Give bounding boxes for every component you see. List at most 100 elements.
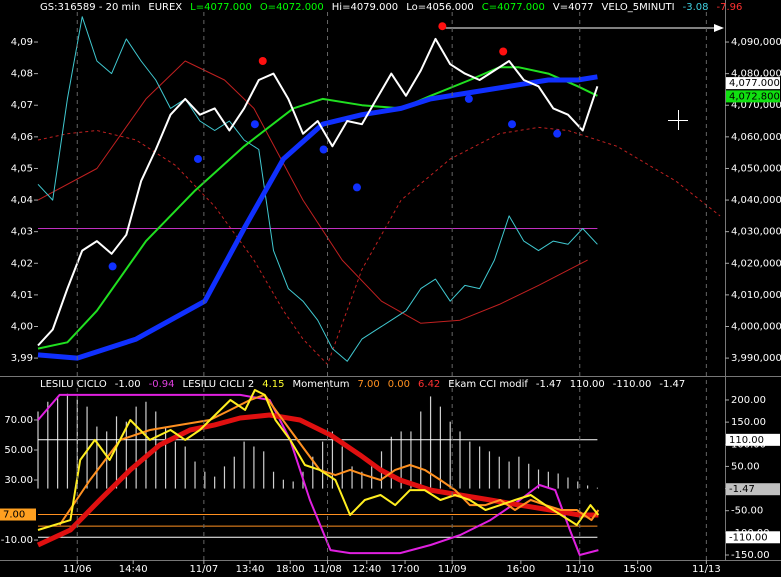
signal-dot: [464, 94, 473, 103]
y-tick-label: 4,01: [11, 290, 33, 301]
plot-area: [36, 389, 600, 556]
y-tick-label: 70.00: [4, 415, 33, 426]
series-line: [37, 16, 598, 362]
legend-item: -1.00: [115, 379, 141, 390]
legend-item: 6.42: [418, 379, 440, 390]
x-tick-label: 17:00: [391, 564, 420, 575]
series-line: [36, 412, 599, 548]
signal-dot: [438, 22, 447, 31]
legend-item: LESILU CICLI 2: [183, 379, 255, 390]
price-tag-label: 110.00: [729, 435, 764, 446]
x-tick-label: 14:40: [119, 564, 148, 575]
y-tick-label: 4,07: [11, 100, 33, 111]
legend-item: 7.00: [358, 379, 380, 390]
legend-item: -0.94: [149, 379, 175, 390]
series-line: [37, 74, 598, 361]
y2-tick-label: -50.00: [731, 506, 763, 517]
signal-dot: [193, 154, 202, 163]
legend-item: V=4077: [553, 2, 594, 13]
legend-item: C=4077.000: [482, 2, 545, 13]
x-tick-label: 11/07: [189, 564, 218, 575]
legend-item: Momentum: [293, 379, 350, 390]
y2-tick-label: 4,080,000: [731, 69, 781, 80]
signal-dot: [108, 262, 117, 271]
price-tag-label: 4,077.000: [729, 78, 780, 89]
signal-dot: [258, 56, 267, 65]
series-line: [37, 389, 600, 531]
y-tick-label: 4,03: [11, 227, 33, 238]
x-tick-label: 11/13: [692, 564, 721, 575]
price-tag-label: 4,072.800: [729, 91, 780, 102]
legend-item: 0.00: [388, 379, 410, 390]
price-tag-label: -1.47: [729, 484, 755, 495]
y2-tick-label: 150.00: [731, 417, 766, 428]
legend-item: Ekam CCI modif: [448, 379, 528, 390]
y2-tick-label: 50.00: [731, 461, 760, 472]
legend-item: -1.47: [659, 379, 685, 390]
y2-tick-label: 4,020,000: [731, 258, 781, 269]
legend-item: LESILU CICLO: [40, 379, 107, 390]
y-tick-label: 3,99: [11, 353, 33, 364]
price-tag: [726, 433, 780, 446]
legend-item: 4.15: [262, 379, 284, 390]
series-line: [58, 393, 600, 526]
legend-item: -7.96: [716, 2, 742, 13]
y-tick-label: 4,00: [11, 321, 33, 332]
signal-dot: [499, 47, 508, 56]
legend-item: EUREX: [148, 2, 182, 13]
y-tick-label: 4,02: [11, 258, 33, 269]
price-tag: [726, 90, 780, 103]
x-tick-label: 11/09: [438, 564, 467, 575]
signal-dot: [508, 120, 517, 129]
x-tick-label: 11/06: [63, 564, 92, 575]
y2-tick-label: 4,060,000: [731, 132, 781, 143]
y-tick-label: 50.00: [4, 445, 33, 456]
y2-tick-label: 4,010,000: [731, 290, 781, 301]
y-tick-label: 4,09: [11, 37, 33, 48]
y2-tick-label: 3,990,000: [731, 353, 781, 364]
series-line: [37, 37, 599, 347]
series-line: [37, 66, 598, 350]
y-tick-label: 4,05: [11, 163, 33, 174]
series-line: [37, 60, 588, 324]
y2-tick-label: 4,040,000: [731, 195, 781, 206]
signal-dot: [319, 145, 328, 154]
y-tick-label: 30.00: [4, 475, 33, 486]
price-tag: [726, 531, 780, 544]
y-tick-label: 4,08: [11, 69, 33, 80]
x-tick-label: 11/08: [313, 564, 342, 575]
legend-item: 110.00: [570, 379, 605, 390]
legend-item: O=4072.000: [260, 2, 324, 13]
y2-tick-label: 4,070,000: [731, 100, 781, 111]
x-tick-label: 16:00: [506, 564, 535, 575]
x-tick-label: 11/10: [565, 564, 594, 575]
legend-item: L=4077.000: [190, 2, 252, 13]
price-tag: [726, 77, 780, 90]
signal-dot: [250, 120, 259, 129]
signal-dot: [352, 183, 361, 192]
arrow-head: [714, 24, 724, 32]
y-tick-label: 4,06: [11, 132, 33, 143]
y2-tick-label: 4,000,000: [731, 321, 781, 332]
y2-tick-label: 4,050,000: [731, 163, 781, 174]
legend-item: Hi=4079.000: [332, 2, 398, 13]
series-line: [37, 393, 599, 556]
legend-item: GS:316589 - 20 min: [40, 2, 140, 13]
y2-tick-label: 4,090,000: [731, 37, 781, 48]
y2-tick-label: 4,030,000: [731, 227, 781, 238]
legend-item: VELO_5MINUTI: [602, 2, 675, 13]
legend-item: -1.47: [536, 379, 562, 390]
y2-tick-label: -150.00: [731, 550, 770, 561]
y-tick-label: 4,04: [11, 195, 33, 206]
x-tick-label: 15:00: [623, 564, 652, 575]
x-tick-label: 18:00: [276, 564, 305, 575]
price-tag-label: 7.00: [3, 510, 25, 521]
crosshair: [668, 110, 688, 130]
y2-tick-label: 200.00: [731, 395, 766, 406]
signal-dot: [553, 129, 562, 138]
price-tag: [0, 508, 36, 521]
x-tick-label: 13:40: [236, 564, 265, 575]
